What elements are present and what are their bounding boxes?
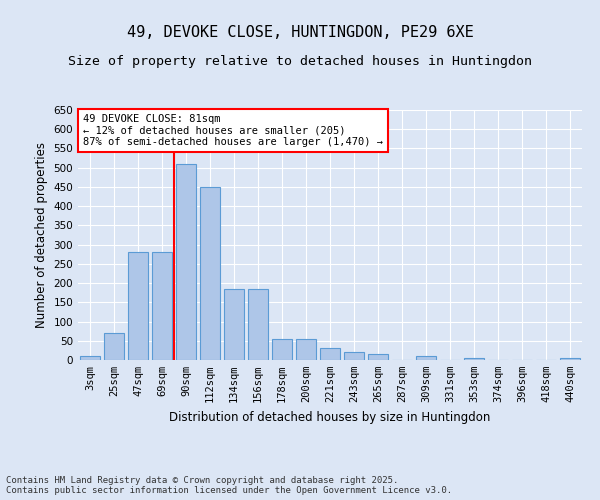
Bar bbox=[464, 358, 484, 360]
Bar bbox=[80, 356, 100, 360]
Bar bbox=[416, 356, 436, 360]
Y-axis label: Number of detached properties: Number of detached properties bbox=[35, 142, 48, 328]
Bar bbox=[560, 358, 580, 360]
Bar bbox=[152, 252, 172, 360]
Text: Contains HM Land Registry data © Crown copyright and database right 2025.
Contai: Contains HM Land Registry data © Crown c… bbox=[6, 476, 452, 495]
X-axis label: Distribution of detached houses by size in Huntingdon: Distribution of detached houses by size … bbox=[169, 410, 491, 424]
Bar bbox=[128, 252, 148, 360]
Bar bbox=[200, 187, 220, 360]
Text: Size of property relative to detached houses in Huntingdon: Size of property relative to detached ho… bbox=[68, 55, 532, 68]
Bar bbox=[320, 348, 340, 360]
Text: 49 DEVOKE CLOSE: 81sqm
← 12% of detached houses are smaller (205)
87% of semi-de: 49 DEVOKE CLOSE: 81sqm ← 12% of detached… bbox=[83, 114, 383, 147]
Bar bbox=[104, 333, 124, 360]
Bar bbox=[296, 339, 316, 360]
Bar bbox=[176, 164, 196, 360]
Bar bbox=[248, 289, 268, 360]
Bar bbox=[272, 339, 292, 360]
Bar bbox=[344, 352, 364, 360]
Bar bbox=[224, 289, 244, 360]
Bar bbox=[368, 354, 388, 360]
Text: 49, DEVOKE CLOSE, HUNTINGDON, PE29 6XE: 49, DEVOKE CLOSE, HUNTINGDON, PE29 6XE bbox=[127, 25, 473, 40]
